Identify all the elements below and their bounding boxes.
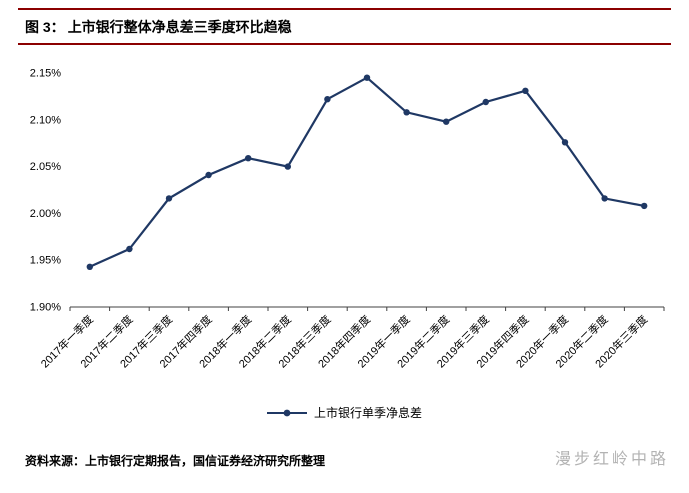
footer: 资料来源：上市银行定期报告，国信证券经济研究所整理 漫步红岭中路: [0, 445, 689, 469]
title-rule: [18, 43, 671, 45]
figure-title: 上市银行整体净息差三季度环比趋稳: [67, 19, 292, 35]
figure-label: 图 3：: [25, 19, 65, 35]
svg-text:1.95%: 1.95%: [30, 255, 61, 267]
figure-header: 图 3： 上市银行整体净息差三季度环比趋稳: [0, 10, 689, 43]
svg-text:1.90%: 1.90%: [30, 302, 61, 314]
source-note: 资料来源：上市银行定期报告，国信证券经济研究所整理: [25, 454, 326, 468]
chart-legend: 上市银行单季净息差: [0, 404, 689, 421]
line-chart: 1.90%1.95%2.00%2.05%2.10%2.15%2017年一季度20…: [30, 68, 665, 371]
legend-line-marker-icon: [266, 409, 307, 416]
top-rule: [18, 8, 671, 10]
svg-text:2.00%: 2.00%: [30, 208, 61, 220]
svg-text:2.05%: 2.05%: [30, 161, 61, 173]
svg-text:2.10%: 2.10%: [30, 114, 61, 126]
svg-text:2.15%: 2.15%: [30, 68, 61, 80]
chart-area: 1.90% 1.95% 2.00% 2.05% 2.10% 2.15% 2017年一季度 20…: [12, 59, 681, 404]
legend-label: 上市银行单季净息差: [313, 406, 422, 420]
watermark: 漫步红岭中路: [554, 451, 669, 468]
